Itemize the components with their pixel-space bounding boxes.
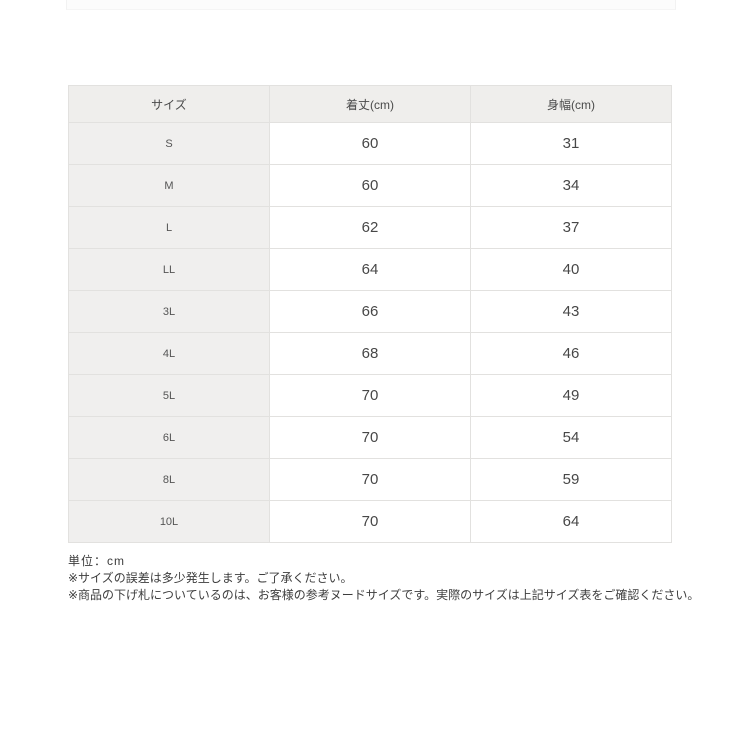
- width-value: 40: [470, 248, 672, 291]
- width-value: 49: [470, 374, 672, 417]
- length-value: 66: [269, 290, 471, 333]
- length-value: 70: [269, 458, 471, 501]
- size-label: L: [68, 206, 270, 249]
- size-chart-table: サイズ 着丈(cm) 身幅(cm) S 60 31 M 60 34 L 62 3…: [68, 85, 672, 543]
- header-size: サイズ: [68, 85, 270, 123]
- width-value: 34: [470, 164, 672, 207]
- table-row: 10L 70 64: [68, 500, 672, 543]
- width-value: 46: [470, 332, 672, 375]
- size-label: S: [68, 122, 270, 165]
- size-label: 6L: [68, 416, 270, 459]
- width-value: 64: [470, 500, 672, 543]
- tag-size-note: ※商品の下げ札についているのは、お客様の参考ヌードサイズです。実際のサイズは上記…: [68, 588, 700, 602]
- size-label: 4L: [68, 332, 270, 375]
- header-length: 着丈(cm): [269, 85, 471, 123]
- top-faint-band: [66, 0, 676, 10]
- width-value: 37: [470, 206, 672, 249]
- length-value: 62: [269, 206, 471, 249]
- size-label: 5L: [68, 374, 270, 417]
- table-row: 4L 68 46: [68, 332, 672, 375]
- length-value: 60: [269, 122, 471, 165]
- header-width: 身幅(cm): [470, 85, 672, 123]
- width-value: 59: [470, 458, 672, 501]
- width-value: 43: [470, 290, 672, 333]
- table-row: 5L 70 49: [68, 374, 672, 417]
- width-value: 31: [470, 122, 672, 165]
- table-row: M 60 34: [68, 164, 672, 207]
- table-row: L 62 37: [68, 206, 672, 249]
- table-row: 3L 66 43: [68, 290, 672, 333]
- length-value: 60: [269, 164, 471, 207]
- table-row: S 60 31: [68, 122, 672, 165]
- width-value: 54: [470, 416, 672, 459]
- size-label: 10L: [68, 500, 270, 543]
- table-row: 8L 70 59: [68, 458, 672, 501]
- size-label: M: [68, 164, 270, 207]
- length-value: 70: [269, 416, 471, 459]
- table-row: 6L 70 54: [68, 416, 672, 459]
- footnotes: 単位：cm ※サイズの誤差は多少発生します。ご了承ください。 ※商品の下げ札につ…: [68, 553, 708, 604]
- size-label: 8L: [68, 458, 270, 501]
- length-value: 70: [269, 500, 471, 543]
- table-row: LL 64 40: [68, 248, 672, 291]
- length-value: 68: [269, 332, 471, 375]
- unit-note: 単位：cm: [68, 554, 125, 568]
- size-label: LL: [68, 248, 270, 291]
- size-tolerance-note: ※サイズの誤差は多少発生します。ご了承ください。: [68, 571, 353, 585]
- length-value: 64: [269, 248, 471, 291]
- table-header-row: サイズ 着丈(cm) 身幅(cm): [68, 85, 672, 123]
- length-value: 70: [269, 374, 471, 417]
- size-label: 3L: [68, 290, 270, 333]
